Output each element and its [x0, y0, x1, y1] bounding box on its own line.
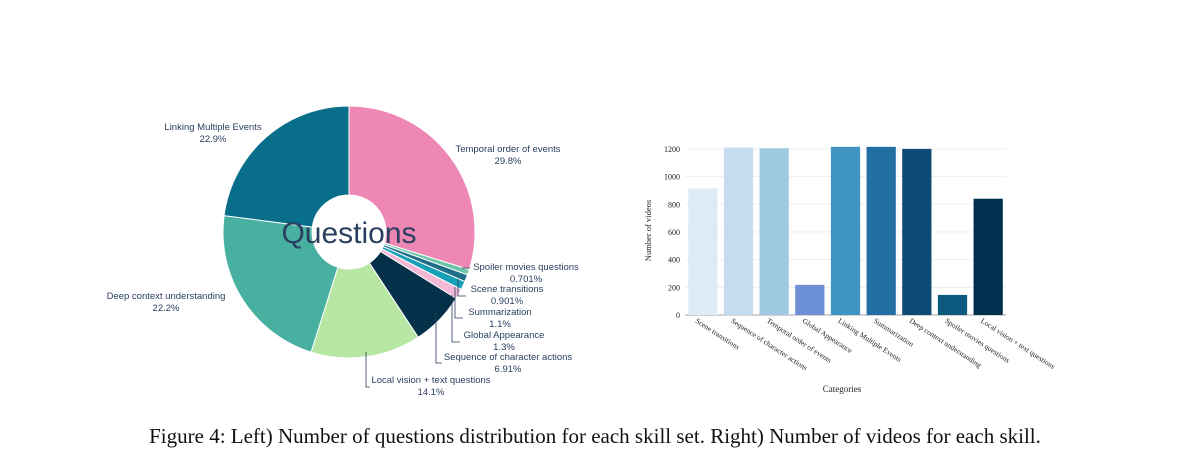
- pie-percent-label: 1.3%: [493, 342, 515, 353]
- pie-percent-label: 22.9%: [200, 134, 227, 145]
- pie-percent-label: 29.8%: [495, 156, 522, 167]
- y-axis-label: Number of videos: [643, 200, 653, 261]
- pie-label: Local vision + text questions: [371, 375, 490, 386]
- pie-leader-line: [451, 295, 460, 343]
- y-tick-label: 0: [676, 311, 680, 320]
- pie-leader-line: [457, 279, 466, 297]
- pie-label: Scene transitions: [471, 284, 544, 295]
- y-tick-label: 800: [668, 200, 680, 209]
- pie-percent-label: 6.91%: [495, 364, 522, 375]
- y-tick-label: 400: [668, 256, 680, 265]
- y-tick-label: 600: [668, 228, 680, 237]
- bar: [759, 148, 789, 315]
- x-axis-label: Categories: [823, 384, 862, 394]
- pie-percent-label: 1.1%: [489, 319, 511, 330]
- y-tick-label: 200: [668, 283, 680, 292]
- figure-caption: Figure 4: Left) Number of questions dist…: [149, 424, 1041, 448]
- pie-label: Spoiler movies questions: [473, 262, 579, 273]
- bar: [830, 146, 861, 315]
- pie-label: Temporal order of events: [455, 144, 560, 155]
- bar: [866, 146, 896, 315]
- bar: [688, 188, 718, 315]
- y-tick-label: 1200: [664, 145, 680, 154]
- pie-slice: [222, 215, 339, 353]
- bar: [795, 284, 825, 315]
- pie-label: Summarization: [468, 307, 531, 318]
- pie-percent-label: 22.2%: [153, 303, 180, 314]
- pie-leader-line: [365, 352, 370, 388]
- bar: [973, 198, 1003, 315]
- pie-percent-label: 14.1%: [418, 387, 445, 398]
- pie-label: Global Appearance: [464, 330, 545, 341]
- bar: [902, 148, 932, 315]
- pie-center-text: Questions: [281, 217, 416, 250]
- pie-slice: [348, 105, 476, 271]
- bar: [723, 147, 754, 315]
- y-tick-label: 1000: [664, 173, 680, 182]
- pie-label: Deep context understanding: [107, 291, 226, 302]
- pie-leader-line: [454, 287, 463, 319]
- bar: [937, 294, 968, 315]
- pie-percent-label: 0.701%: [510, 274, 543, 285]
- pie-label: Sequence of character actions: [444, 352, 573, 363]
- pie-label: Linking Multiple Events: [164, 122, 261, 133]
- pie-slice: [223, 105, 350, 228]
- pie-slice: [310, 262, 419, 359]
- x-tick-label: Linking Multiple Events: [836, 316, 903, 364]
- pie-percent-label: 0.901%: [491, 296, 524, 307]
- pie-leader-line: [435, 310, 442, 364]
